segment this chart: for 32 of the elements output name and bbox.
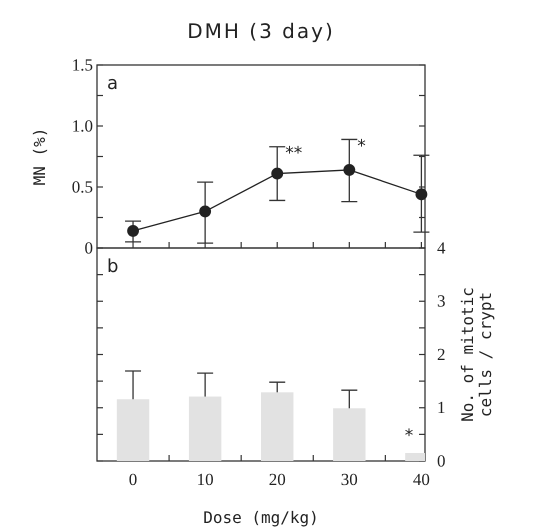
x-tick-label: 40 bbox=[412, 470, 430, 490]
y2-tick-label: 3 bbox=[437, 292, 446, 311]
x-tick-label: 0 bbox=[128, 470, 138, 490]
x-axis-title: Dose (mg/kg) bbox=[203, 508, 319, 527]
y2-axis-title: No. of mitotic cells / crypt bbox=[458, 287, 495, 422]
bar bbox=[261, 392, 294, 461]
y-axis-title: MN (%) bbox=[30, 128, 49, 186]
x-tick-label: 10 bbox=[196, 470, 214, 490]
x-tick-label: 20 bbox=[268, 470, 286, 490]
point bbox=[199, 205, 212, 218]
point bbox=[415, 188, 428, 200]
y2-tick-label: 0 bbox=[437, 451, 446, 470]
point bbox=[343, 164, 356, 176]
y-tick-label: 0 bbox=[84, 238, 93, 258]
x-tick-label: 30 bbox=[340, 470, 358, 490]
y-tick-label: 1.0 bbox=[72, 116, 93, 136]
y-tick-label: 0.5 bbox=[72, 177, 93, 196]
point bbox=[127, 225, 139, 237]
bar bbox=[188, 396, 222, 461]
annotation: b bbox=[107, 256, 118, 277]
point bbox=[271, 168, 284, 180]
annotation: * bbox=[404, 426, 414, 446]
y2-tick-label: 2 bbox=[437, 344, 446, 364]
chart-title: DMH (3 day) bbox=[187, 19, 335, 43]
bar bbox=[333, 408, 366, 461]
y2-tick-label: 4 bbox=[437, 238, 446, 258]
y-tick-label: 1.5 bbox=[72, 55, 93, 74]
annotation: ** bbox=[285, 144, 302, 164]
y2-tick-label: 1 bbox=[437, 398, 446, 418]
annotation: a bbox=[107, 73, 118, 94]
bar bbox=[116, 399, 150, 461]
annotation: * bbox=[357, 136, 366, 156]
